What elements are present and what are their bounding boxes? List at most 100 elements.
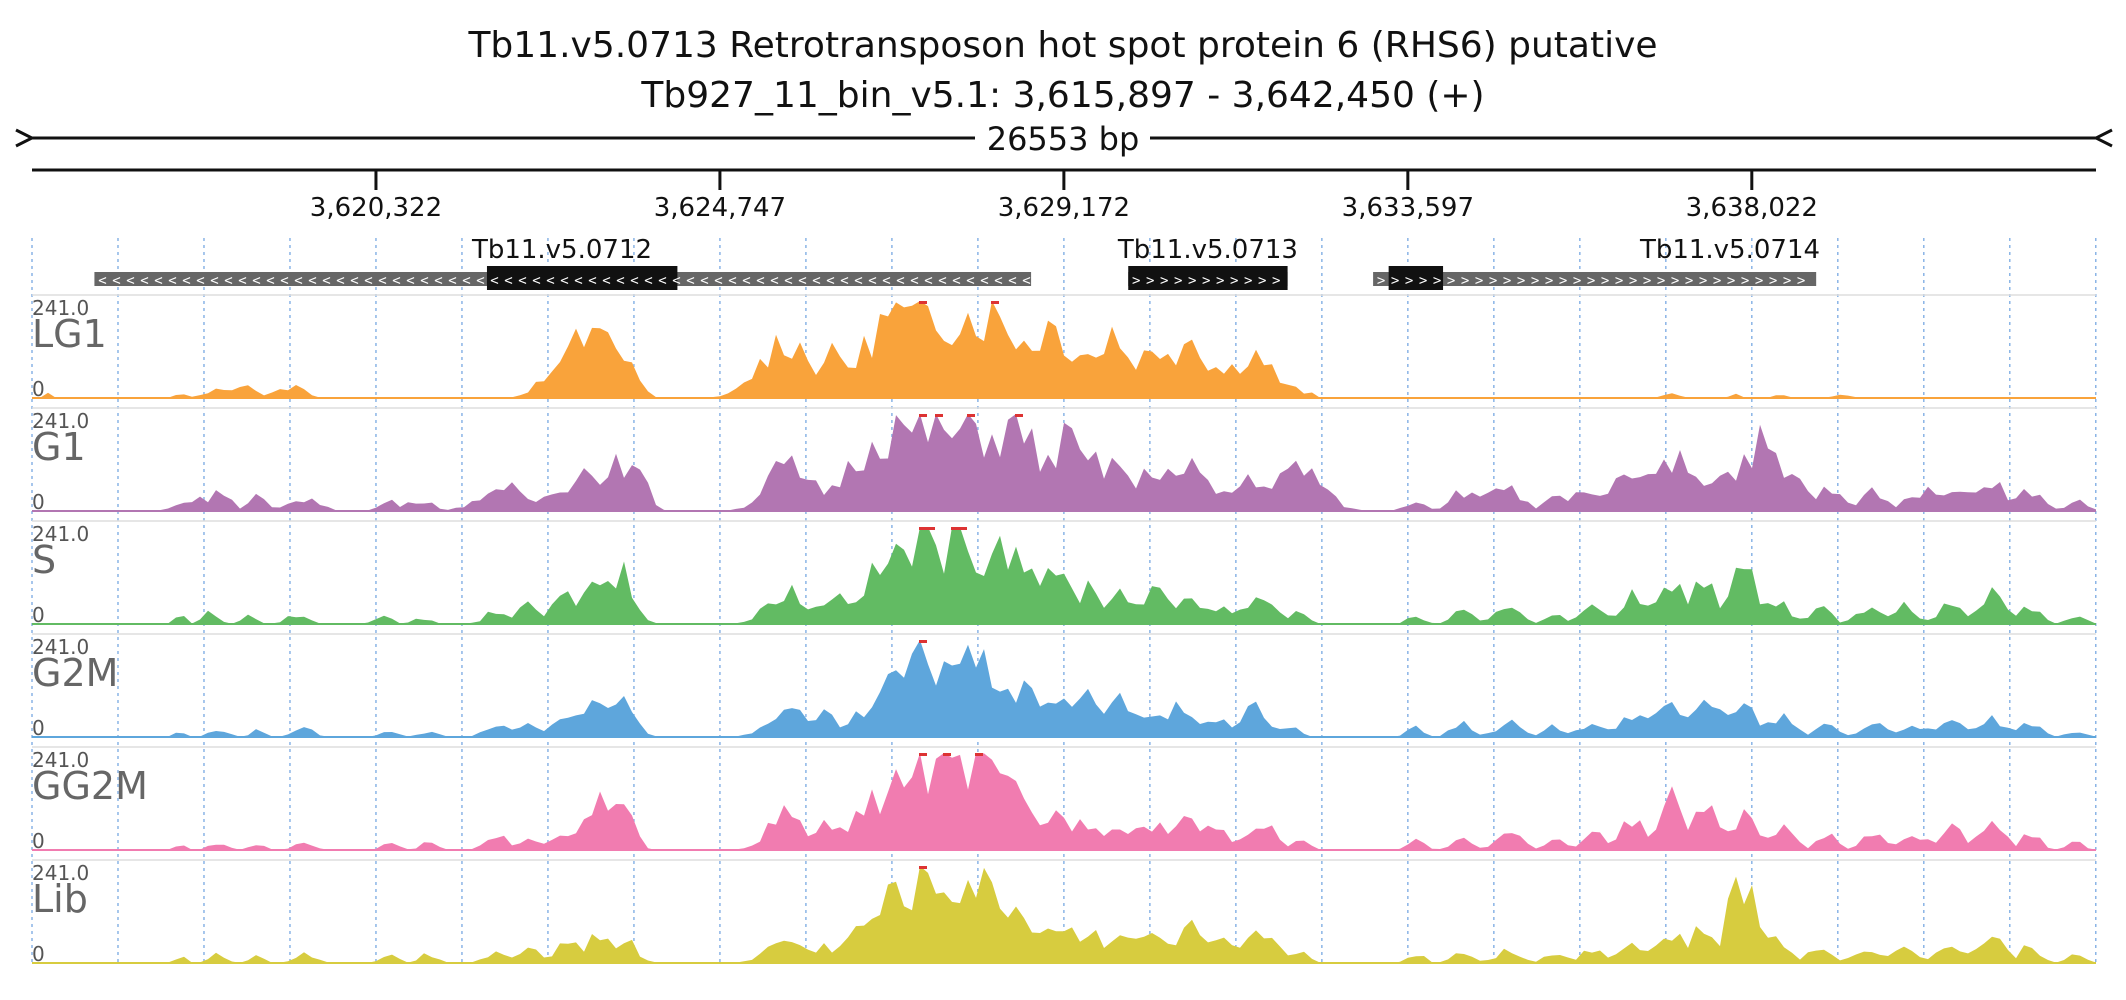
strand-arrow-icon: > xyxy=(1643,273,1651,289)
track-Lib: 241.0 0 Lib xyxy=(32,859,2096,966)
track-GG2M: 241.0 0 GG2M xyxy=(32,746,2096,853)
strand-arrow-icon: < xyxy=(462,273,470,289)
strand-arrow-icon: > xyxy=(1783,273,1791,289)
strand-arrow-icon: > xyxy=(1489,273,1497,289)
track-name: LG1 xyxy=(32,312,107,356)
strand-arrow-icon: > xyxy=(1531,273,1539,289)
strand-arrow-icon: > xyxy=(1258,273,1266,289)
strand-arrow-icon: < xyxy=(406,273,414,289)
ruler-tick-label: 3,638,022 xyxy=(1686,193,1818,223)
gene-label: Tb11.v5.0712 xyxy=(471,235,652,265)
strand-arrow-icon: > xyxy=(1244,273,1252,289)
strand-arrow-icon: < xyxy=(616,273,624,289)
track-max-label: 241.0 xyxy=(32,635,89,659)
track-min-label: 0 xyxy=(32,490,45,514)
ruler-ticks: 3,620,322 3,624,747 3,629,172 3,633,597 3,63… xyxy=(310,170,1818,223)
strand-arrow-icon: < xyxy=(490,273,498,289)
strand-arrow-icon: < xyxy=(910,273,918,289)
strand-arrow-icon: > xyxy=(1657,273,1665,289)
strand-arrow-icon: > xyxy=(1629,273,1637,289)
strand-arrow-icon: < xyxy=(434,273,442,289)
clip-mark xyxy=(919,301,927,304)
strand-arrow-icon: > xyxy=(1174,273,1182,289)
strand-arrow-icon: > xyxy=(1202,273,1210,289)
strand-arrow-icon: > xyxy=(1545,273,1553,289)
strand-arrow-icon: < xyxy=(840,273,848,289)
gene-Tb11.v5.0712: < < < < < < < < < < < < < < < < < < < < < < < < < < < < < < < < < < < < < < < <… xyxy=(94,235,1032,290)
clip-mark xyxy=(919,414,927,417)
strand-arrow-icon: < xyxy=(126,273,134,289)
strand-arrow-icon: < xyxy=(252,273,260,289)
strand-arrow-icon: < xyxy=(266,273,274,289)
strand-arrow-icon: < xyxy=(966,273,974,289)
strand-arrow-icon: > xyxy=(1797,273,1805,289)
track-max-label: 241.0 xyxy=(32,296,89,320)
ruler-tick-label: 3,624,747 xyxy=(654,193,786,223)
strand-arrow-icon: < xyxy=(770,273,778,289)
strand-arrow-icon: > xyxy=(1132,273,1140,289)
chart-title-line1: Tb11.v5.0713 Retrotransposon hot spot pr… xyxy=(467,25,1657,66)
strand-arrow-icon: < xyxy=(686,273,694,289)
clip-mark xyxy=(975,753,983,756)
strand-arrow-icon: < xyxy=(952,273,960,289)
strand-arrow-icon: < xyxy=(602,273,610,289)
strand-arrow-icon: > xyxy=(1699,273,1707,289)
strand-arrow-icon: < xyxy=(210,273,218,289)
strand-arrow-icon: > xyxy=(1503,273,1511,289)
strand-arrow-icon: < xyxy=(392,273,400,289)
strand-arrow-icon: > xyxy=(1160,273,1168,289)
strand-arrow-icon: > xyxy=(1433,273,1441,289)
strand-arrow-icon: < xyxy=(728,273,736,289)
strand-arrow-icon: < xyxy=(854,273,862,289)
track-LG1: 241.0 0 LG1 xyxy=(32,294,2096,401)
gene-annotation-track: < < < < < < < < < < < < < < < < < < < < < < < < < < < < < < < < < < < < < < < <… xyxy=(94,235,1820,290)
strand-arrow-icon: < xyxy=(532,273,540,289)
strand-arrow-icon: < xyxy=(476,273,484,289)
track-name: G2M xyxy=(32,651,118,695)
track-max-label: 241.0 xyxy=(32,522,89,546)
coverage-tracks: 241.00LG1241.00G1241.00S241.00G2M241.00G… xyxy=(32,294,2096,966)
ruler-tick-label: 3,629,172 xyxy=(998,193,1130,223)
strand-arrow-icon: < xyxy=(378,273,386,289)
strand-arrow-icon: > xyxy=(1615,273,1623,289)
track-min-label: 0 xyxy=(32,716,45,740)
strand-arrow-icon: < xyxy=(364,273,372,289)
gene-Tb11.v5.0714: > > > > > > > > > > > > > > > > > > > > > > > > > > > > > > >Tb11.v5.0… xyxy=(1373,235,1820,290)
strand-arrow-icon: < xyxy=(308,273,316,289)
track-min-label: 0 xyxy=(32,829,45,853)
track-S: 241.0 0 S xyxy=(32,520,2096,627)
strand-arrow-icon: < xyxy=(280,273,288,289)
strand-arrow-icon: < xyxy=(238,273,246,289)
span-label: 26553 bp xyxy=(987,120,1140,158)
coverage-area xyxy=(32,414,2096,511)
strand-arrow-icon: < xyxy=(1008,273,1016,289)
strand-arrow-icon: < xyxy=(504,273,512,289)
strand-arrow-icon: > xyxy=(1727,273,1735,289)
clip-mark xyxy=(919,527,927,530)
strand-arrow-icon: > xyxy=(1230,273,1238,289)
gene-cds-bar xyxy=(1388,266,1444,290)
gene-utr-bar xyxy=(1373,272,1817,286)
strand-arrow-icon: < xyxy=(630,273,638,289)
strand-arrow-icon: < xyxy=(980,273,988,289)
clip-mark xyxy=(991,301,999,304)
track-G2M: 241.0 0 G2M xyxy=(32,633,2096,740)
strand-arrow-icon: > xyxy=(1188,273,1196,289)
strand-arrow-icon: < xyxy=(938,273,946,289)
track-name: G1 xyxy=(32,425,86,469)
strand-arrow-icon: > xyxy=(1216,273,1224,289)
strand-arrow-icon: < xyxy=(1022,273,1030,289)
strand-arrow-icon: < xyxy=(714,273,722,289)
strand-arrow-icon: < xyxy=(336,273,344,289)
strand-arrow-icon: < xyxy=(518,273,526,289)
track-min-label: 0 xyxy=(32,603,45,627)
strand-arrow-icon: > xyxy=(1685,273,1693,289)
gene-cds-bar xyxy=(1128,266,1288,290)
strand-arrow-icon: > xyxy=(1587,273,1595,289)
track-name: Lib xyxy=(32,877,88,921)
strand-arrow-icon: < xyxy=(588,273,596,289)
strand-arrow-icon: < xyxy=(196,273,204,289)
strand-arrow-icon: < xyxy=(784,273,792,289)
strand-arrow-icon: < xyxy=(98,273,106,289)
